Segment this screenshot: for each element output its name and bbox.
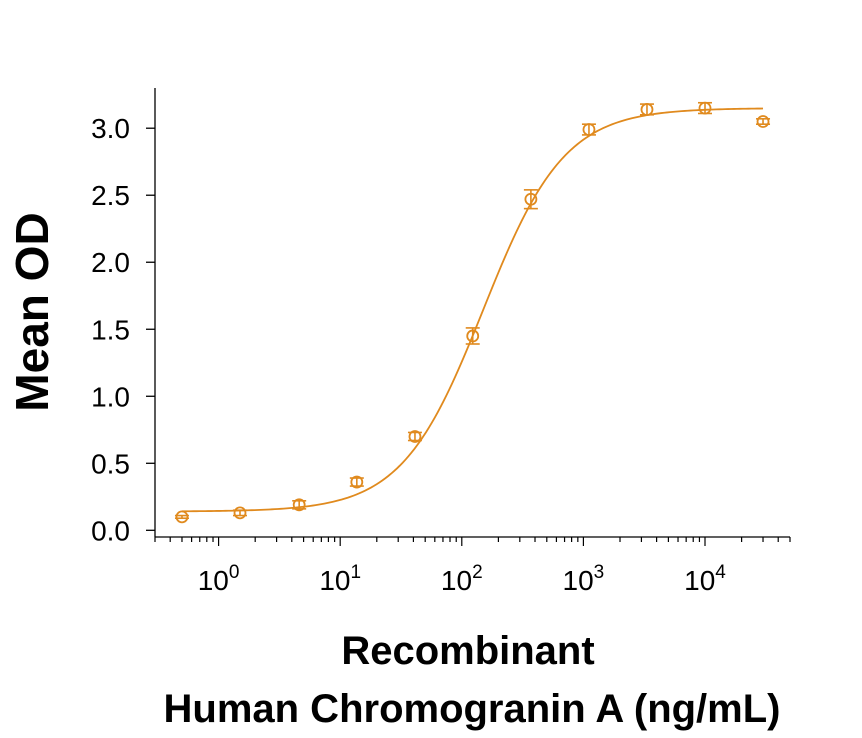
- x-tick-exponent: 3: [594, 562, 605, 583]
- fit-curve: [181, 107, 764, 513]
- x-axis-label-line-1: Recombinant: [341, 629, 594, 673]
- x-tick-labels: 100 101 102 103 104: [198, 562, 727, 596]
- point-marker: [582, 123, 596, 136]
- x-tick-label: 103: [563, 562, 605, 596]
- axes: [146, 88, 791, 546]
- y-tick-label: 1.0: [91, 381, 130, 412]
- y-tick-label: 0.0: [91, 515, 130, 546]
- data-point: [407, 430, 422, 443]
- data-points: [174, 101, 771, 524]
- y-axis-label: Mean OD: [6, 212, 58, 411]
- data-point: [292, 498, 307, 512]
- point-marker: [756, 115, 770, 128]
- x-tick-label: 100: [198, 562, 240, 596]
- x-tick-exponent: 2: [472, 562, 483, 583]
- x-tick-base: 10: [441, 565, 472, 596]
- y-tick-label: 2.0: [91, 247, 130, 278]
- data-point: [232, 506, 247, 520]
- y-tick-label: 0.5: [91, 448, 130, 479]
- x-tick-label: 104: [684, 562, 726, 596]
- point-marker: [698, 101, 712, 115]
- data-point: [639, 103, 654, 116]
- x-tick-base: 10: [563, 565, 594, 596]
- x-tick-base: 10: [198, 565, 229, 596]
- point-marker: [233, 506, 247, 520]
- y-tick-label: 1.5: [91, 314, 130, 345]
- y-tick-label: 2.5: [91, 180, 130, 211]
- data-point: [523, 189, 538, 210]
- point-marker: [292, 498, 306, 512]
- point-marker: [640, 103, 654, 116]
- x-tick-exponent: 0: [229, 562, 240, 583]
- data-point: [465, 327, 480, 345]
- point-marker: [524, 192, 538, 206]
- point-marker: [350, 475, 364, 489]
- data-point: [174, 510, 189, 524]
- x-tick-label: 102: [441, 562, 483, 596]
- x-tick-exponent: 1: [350, 562, 361, 583]
- x-tick-label: 101: [319, 562, 361, 596]
- x-tick-exponent: 4: [715, 562, 726, 583]
- point-marker: [175, 510, 189, 524]
- y-tick-label: 3.0: [91, 113, 130, 144]
- data-point: [349, 475, 364, 489]
- fit-curve-group: [181, 107, 764, 513]
- point-marker: [466, 329, 480, 343]
- x-axis-label-line-2: Human Chromogranin A (ng/mL): [164, 687, 781, 731]
- data-point: [756, 115, 771, 128]
- point-marker: [408, 430, 422, 443]
- x-tick-base: 10: [684, 565, 715, 596]
- x-tick-base: 10: [319, 565, 350, 596]
- y-tick-labels: 0.0 0.5 1.0 1.5 2.0 2.5 3.0: [91, 113, 130, 546]
- data-point: [698, 101, 713, 115]
- data-point: [581, 123, 596, 136]
